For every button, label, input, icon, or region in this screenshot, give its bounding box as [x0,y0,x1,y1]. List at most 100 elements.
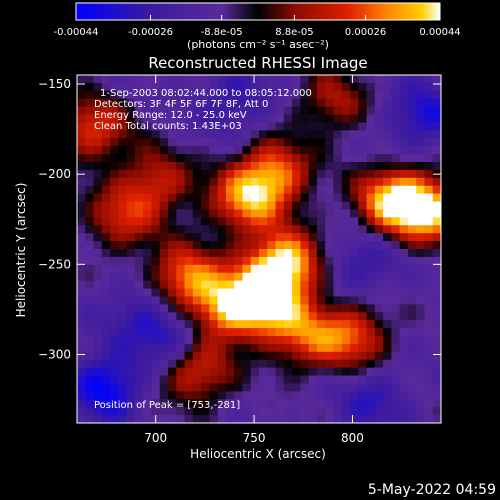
heatmap-cell [391,185,401,195]
heatmap-cell [184,106,194,116]
heatmap-cell [341,225,351,234]
heatmap-cell [217,185,227,195]
heatmap-cell [316,162,326,171]
heatmap-cell [151,359,161,369]
heatmap-cell [358,90,368,100]
heatmap-cell [234,90,244,100]
heatmap-cell [159,98,169,108]
heatmap-cell [308,304,318,313]
colorbar-tick-label: 0.00026 [345,27,386,38]
heatmap-cell [358,312,368,321]
heatmap-cell [209,280,219,290]
heatmap-cell [250,122,260,131]
heatmap-cell [242,343,252,353]
heatmap-cell [77,209,86,218]
heatmap-cell [432,296,441,305]
heatmap-cell [201,82,210,92]
heatmap-cell [300,106,310,116]
heatmap-cell [432,312,441,321]
heatmap-cell [358,320,368,329]
heatmap-cell [217,122,227,131]
heatmap-cell [176,343,186,353]
heatmap-cell [350,391,359,400]
heatmap-cell [308,177,318,187]
heatmap-cell [85,359,95,369]
heatmap-cell [101,90,111,100]
heatmap-cell [383,391,392,400]
heatmap-cell [399,359,409,369]
heatmap-cell [292,359,301,369]
heatmap-cell [275,114,285,124]
heatmap-cell [407,264,417,274]
heatmap-cell [366,367,376,377]
heatmap-cell [283,375,293,385]
heatmap-cell [358,399,368,408]
heatmap-cell [184,375,194,385]
heatmap-cell [217,75,227,84]
heatmap-cell [350,304,359,313]
heatmap-cell [283,169,293,179]
colorbar-frame [75,2,441,21]
heatmap-cell [325,296,335,305]
heatmap-cell [366,185,376,195]
heatmap-cell [225,114,235,124]
heatmap-cell [217,82,227,92]
heatmap-cell [250,399,260,408]
heatmap-cell [275,336,285,345]
heatmap-cell [308,280,318,290]
heatmap-cell [225,75,235,84]
heatmap-cell [383,249,392,258]
heatmap-cell [399,343,409,353]
heatmap-cell [416,154,426,163]
heatmap-cell [283,233,293,242]
heatmap-cell [316,367,326,377]
heatmap-cell [308,154,318,163]
heatmap-cell [391,114,401,124]
heatmap-cell [399,328,409,337]
heatmap-cell [300,312,310,321]
heatmap-cell [424,162,434,171]
heatmap-cell [374,241,384,250]
heatmap-cell [325,415,335,423]
heatmap-cell [432,367,441,377]
heatmap-cell [292,217,301,226]
heatmap-cell [333,130,343,139]
heatmap-cell [192,122,202,131]
heatmap-cell [85,343,95,353]
heatmap-cell [275,391,285,400]
heatmap-cell [407,407,417,416]
heatmap-cell [333,146,343,155]
heatmap-cell [184,415,194,423]
heatmap-cell [366,122,376,131]
heatmap-cell [192,241,202,250]
heatmap-cell [308,407,318,416]
heatmap-cell [77,304,86,313]
heatmap-cell [77,233,86,242]
heatmap-cell [118,399,128,408]
heatmap-cell [316,288,326,298]
heatmap-cell [151,375,161,385]
heatmap-cell [201,225,210,234]
heatmap-cell [424,407,434,416]
heatmap-cell [350,114,359,124]
heatmap-cell [101,233,111,242]
heatmap-cell [399,320,409,329]
heatmap-cell [250,75,260,84]
heatmap-cell [424,217,434,226]
heatmap-cell [101,82,111,92]
heatmap-cell [93,383,103,392]
y-tick-label: −250 [38,257,71,271]
heatmap-cell [143,225,153,234]
heatmap-cell [292,375,301,385]
heatmap-cell [308,320,318,329]
heatmap-cell [118,177,128,187]
heatmap-cell [118,169,128,179]
heatmap-cell [110,264,119,274]
heatmap-cell [93,138,103,147]
heatmap-cell [110,114,119,124]
heatmap-cell [242,304,252,313]
heatmap-cell [93,320,103,329]
heatmap-cell [192,336,202,345]
heatmap-cell [407,209,417,218]
